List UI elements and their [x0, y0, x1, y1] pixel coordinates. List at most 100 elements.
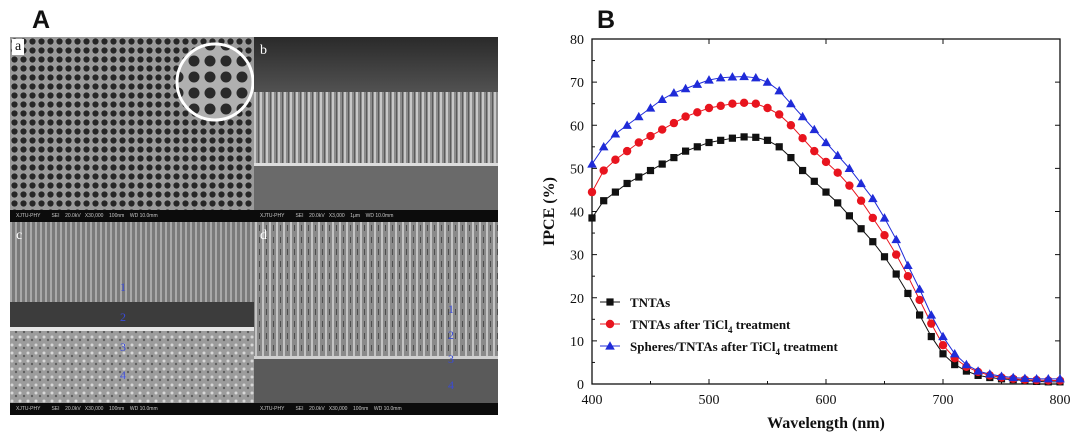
series-3-point [926, 310, 937, 319]
series-3-point [587, 159, 597, 168]
layer-label-d-3: 3 [448, 352, 454, 366]
layer-label-c-1: 1 [120, 280, 126, 294]
layer-label-d-1: 1 [448, 302, 454, 316]
series-1-point [775, 143, 783, 151]
series-3-point [891, 234, 901, 244]
series-3-point [903, 260, 913, 270]
series-3-point [634, 111, 644, 121]
legend-marker-3 [605, 341, 615, 350]
sem-letter-a: a [12, 39, 25, 55]
series-3-point [949, 349, 960, 358]
series-2-point [903, 271, 913, 281]
sem-footer-d: XJTU-PHY SEI 20.0kV X30,000 100nm WD 10.… [254, 403, 498, 415]
sem-c-texture [10, 222, 254, 415]
series-3-point [774, 85, 784, 95]
series-2-point [775, 110, 784, 119]
series-3-point [610, 129, 621, 138]
y-tick-label: 60 [570, 119, 584, 134]
layer-label-d-2: 2 [448, 328, 454, 342]
y-tick-label: 50 [570, 162, 584, 177]
sem-letter-b: b [260, 43, 267, 58]
layer-label-c-3: 3 [120, 340, 126, 354]
legend-label-3: Spheres/TNTAs after TiCl4 treatment [630, 339, 838, 357]
sem-image-d: d 1 2 3 4 XJTU-PHY SEI 20.0kV X30,000 10… [254, 222, 498, 415]
series-2-point [669, 118, 679, 128]
series-1-point [752, 133, 760, 141]
series-3-point [1008, 372, 1018, 382]
series-1-point [939, 350, 947, 358]
series-3-point [821, 137, 831, 147]
series-2-point [786, 121, 796, 130]
series-1-point [904, 289, 912, 298]
series-3-point [832, 150, 843, 160]
series-3-point [961, 359, 972, 369]
series-1-point [834, 199, 842, 207]
series-2-point [868, 213, 877, 223]
series-1-point [611, 188, 619, 196]
series-3-point [715, 73, 726, 82]
series-1-point [869, 238, 877, 246]
series-2-point [938, 340, 948, 350]
series-1-point [717, 136, 725, 144]
series-3-point [739, 71, 749, 81]
series-3-point [1055, 374, 1065, 383]
series-2-point [622, 146, 632, 156]
sem-b-texture [254, 37, 498, 222]
series-1-point [705, 138, 713, 147]
series-1-point [857, 225, 865, 233]
series-1-point [799, 166, 807, 175]
series-1-point [693, 143, 701, 151]
series-3-point [645, 103, 656, 112]
series-3-point [704, 75, 714, 84]
x-tick-label: 400 [582, 393, 603, 408]
series-1-point [658, 160, 666, 168]
series-3-point [1020, 373, 1030, 382]
series-3-point [762, 77, 773, 86]
y-tick-label: 10 [570, 335, 584, 350]
series-3-point [797, 111, 808, 121]
series-1-point [670, 153, 678, 162]
series-1-point [635, 173, 643, 181]
series-3-point [657, 94, 667, 103]
sem-letter-c: c [16, 228, 23, 243]
series-2-point [599, 166, 608, 175]
x-tick-label: 600 [816, 393, 837, 408]
series-2-point [856, 196, 866, 205]
series-3-point [809, 124, 820, 134]
series-1-point [927, 332, 935, 341]
series-1-point [763, 136, 772, 144]
sem-letter-d: d [260, 228, 267, 243]
series-3-point [786, 98, 796, 108]
legend-marker-2 [605, 319, 615, 329]
series-2-point [798, 133, 807, 143]
sem-footer-c: XJTU-PHY SEI 20.0kV X30,000 100nm WD 10.… [10, 403, 254, 415]
series-2-point [821, 157, 831, 167]
legend-label-2: TNTAs after TiCl4 treatment [630, 317, 791, 335]
series-1-point [588, 214, 596, 222]
series-3-point [996, 371, 1007, 380]
series-1-point [845, 212, 853, 220]
series-2-point [704, 103, 714, 113]
sem-footer-b: XJTU-PHY SEI 20.0kV X3,000 1μm WD 10.0mm [254, 210, 498, 222]
series-3-point [856, 178, 866, 188]
series-1-point [810, 177, 818, 185]
sem-a-texture [10, 37, 254, 222]
x-tick-label: 500 [699, 393, 720, 408]
series-1-point [623, 179, 631, 188]
y-tick-label: 70 [570, 76, 584, 91]
series-1-point [728, 134, 736, 142]
plot-area: 400 500 600 700 800 0 10 20 30 40 50 60 70 80 Waveleng… [541, 33, 1071, 432]
series-2-point [845, 181, 854, 190]
series-3-point [973, 366, 983, 375]
series-2-point [681, 112, 690, 121]
plot-frame [591, 38, 1061, 385]
series-1-point [787, 153, 795, 162]
y-tick-label: 0 [577, 378, 584, 393]
x-tick-label: 700 [933, 393, 954, 408]
series-2-point [751, 99, 760, 108]
series-3-point [985, 369, 995, 378]
series-3-point [751, 73, 761, 82]
y-tick-label: 40 [570, 206, 584, 221]
series-2-point [833, 168, 842, 177]
y-axis-label: IPCE (%) [541, 177, 558, 246]
